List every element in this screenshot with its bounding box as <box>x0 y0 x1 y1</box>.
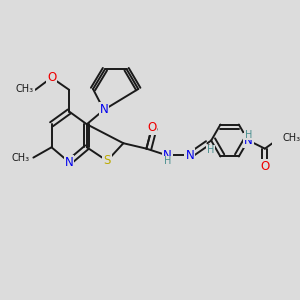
Text: N: N <box>65 156 74 169</box>
Text: H: H <box>207 145 214 155</box>
Text: N: N <box>185 149 194 162</box>
Text: N: N <box>100 103 108 116</box>
Text: H: H <box>245 130 252 140</box>
Text: O: O <box>260 160 269 173</box>
Text: O: O <box>147 121 157 134</box>
Text: CH₃: CH₃ <box>283 133 300 143</box>
Text: S: S <box>103 154 111 167</box>
Text: CH₃: CH₃ <box>11 153 29 163</box>
Text: H: H <box>164 156 172 167</box>
Text: N: N <box>163 149 172 162</box>
Text: N: N <box>244 134 253 147</box>
Text: O: O <box>47 71 56 84</box>
Text: CH₃: CH₃ <box>16 84 34 94</box>
